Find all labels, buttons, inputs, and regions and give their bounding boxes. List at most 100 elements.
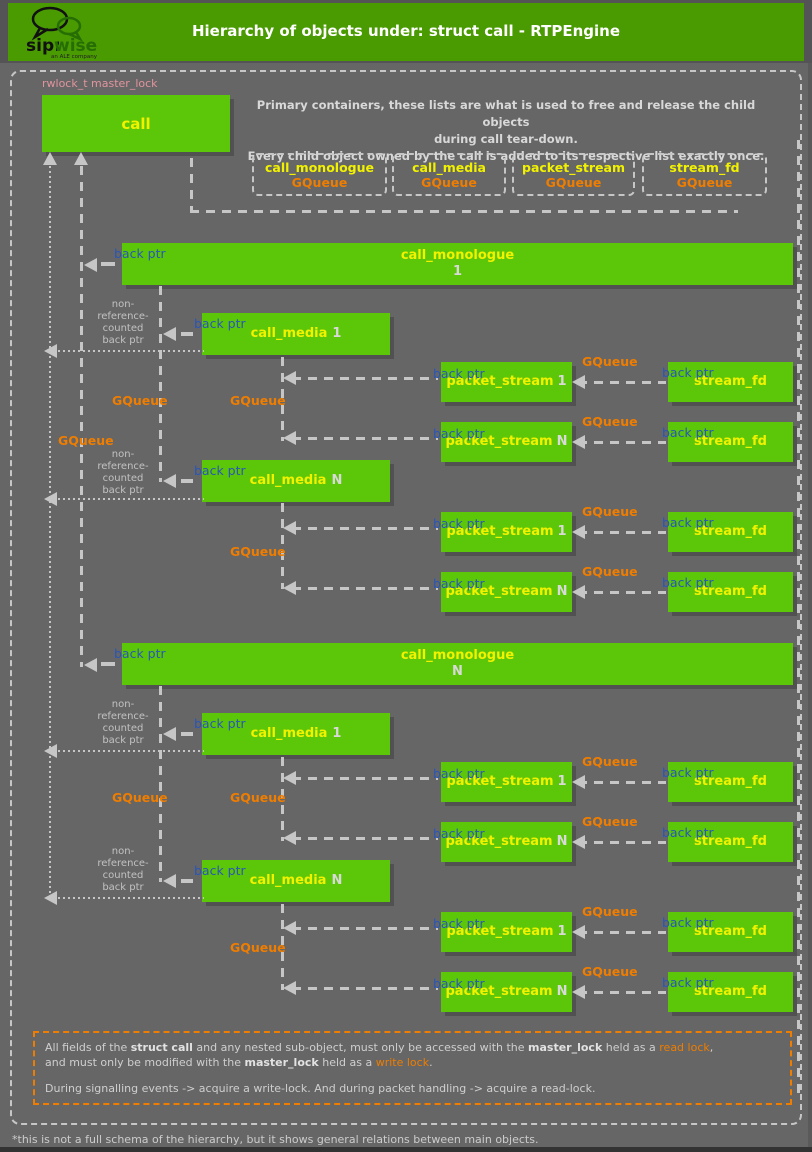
queue-name: stream_fd <box>669 159 740 175</box>
stream-fd-node: stream_fd <box>668 572 793 612</box>
packet-stream-1-node: packet_stream 1 <box>441 912 572 952</box>
back-ptr-label: back ptr <box>662 575 714 590</box>
gqueue-label: GQueue <box>582 964 638 979</box>
node-label: call_media <box>250 326 328 341</box>
intro-line-3: Every child object owned by the call is … <box>247 149 765 163</box>
back-ptr-label: back ptr <box>433 516 485 531</box>
back-ptr-label: back ptr <box>662 975 714 990</box>
queue-container-call-monologue: call_monologue GQueue <box>252 153 387 196</box>
back-ptr-arrow-icon <box>283 831 296 845</box>
back-ptr-label: back ptr <box>433 366 485 381</box>
note-line-1: All fields of the struct call and any ne… <box>45 1041 714 1054</box>
queue-type: GQueue <box>421 174 477 190</box>
stream-fd-node: stream_fd <box>668 912 793 952</box>
back-ptr-arrow-icon <box>163 727 176 741</box>
logo-sip-text: sip: <box>26 36 61 56</box>
nonref-backptr-line <box>58 350 204 352</box>
call-monologue-n-node: call_monologue N <box>122 643 793 685</box>
logo-wise-text: wise <box>54 36 97 56</box>
gqueue-label: GQueue <box>582 414 638 429</box>
gqueue-label: GQueue <box>230 544 286 559</box>
queue-container-stream-fd: stream_fd GQueue <box>642 153 767 196</box>
gqueue-label: GQueue <box>112 790 168 805</box>
gqueue-label: GQueue <box>582 564 638 579</box>
page-title: Hierarchy of objects under: struct call … <box>191 22 621 40</box>
back-ptr-label: back ptr <box>662 825 714 840</box>
back-ptr-arrow-icon <box>572 525 585 539</box>
back-ptr-arrow-icon <box>572 775 585 789</box>
queue-name: call_monologue <box>265 159 374 175</box>
gqueue-label: GQueue <box>58 433 114 448</box>
packetstream-branch-line <box>292 987 438 990</box>
packet-stream-1-node: packet_stream 1 <box>441 762 572 802</box>
stream-fd-node: stream_fd <box>668 422 793 462</box>
streamfd-gqueue-line <box>578 931 666 934</box>
back-ptr-arrow-icon <box>283 521 296 535</box>
call-monologue-1-node: call_monologue 1 <box>122 243 793 285</box>
back-ptr-dash <box>101 262 115 266</box>
master-lock-label: rwlock_t master_lock <box>42 77 158 90</box>
back-ptr-arrow-icon <box>283 981 296 995</box>
stream-fd-node: stream_fd <box>668 822 793 862</box>
back-ptr-label: back ptr <box>662 515 714 530</box>
bubble-tail-icon <box>31 27 49 41</box>
intro-line-2: during call tear-down. <box>434 132 578 146</box>
call-node-label: call <box>121 114 151 133</box>
queue-name: packet_stream <box>522 159 625 175</box>
streamfd-gqueue-line <box>578 381 666 384</box>
back-ptr-arrow-icon <box>163 327 176 341</box>
nonref-arrow-icon <box>44 492 57 506</box>
media-packetstream-gqueue-line <box>281 757 284 841</box>
call-node: call <box>42 95 230 152</box>
nonref-backptr-label: non-reference-counted back ptr <box>97 846 149 893</box>
back-ptr-arrow-icon <box>572 435 585 449</box>
queue-container-packet-stream: packet_stream GQueue <box>512 153 635 196</box>
streamfd-gqueue-line <box>578 591 666 594</box>
gqueue-label: GQueue <box>582 754 638 769</box>
back-ptr-arrow-icon <box>84 658 97 672</box>
call-media-1-node: call_media 1 <box>202 313 390 355</box>
back-ptr-label: back ptr <box>114 246 166 261</box>
queue-type: GQueue <box>545 174 602 190</box>
lock-note-box: All fields of the struct call and any ne… <box>33 1031 792 1105</box>
containers-bus-line <box>190 210 738 213</box>
stream-fd-node: stream_fd <box>668 362 793 402</box>
back-ptr-arrow-icon <box>572 985 585 999</box>
streamfd-gqueue-line <box>578 841 666 844</box>
node-index: 1 <box>332 326 342 341</box>
packetstream-branch-line <box>292 377 438 380</box>
packetstream-branch-line <box>292 777 438 780</box>
back-ptr-label: back ptr <box>433 916 485 931</box>
queue-container-call-media: call_media GQueue <box>392 153 506 196</box>
footer-note: *this is not a full schema of the hierar… <box>12 1133 539 1146</box>
gqueue-label: GQueue <box>582 814 638 829</box>
back-ptr-label: back ptr <box>194 716 246 731</box>
queue-type: GQueue <box>676 174 733 190</box>
nonref-backptr-line <box>58 498 204 500</box>
back-ptr-arrow-icon <box>572 835 585 849</box>
nonref-backptr-label: non-reference-counted back ptr <box>97 299 149 346</box>
queue-type: GQueue <box>291 174 348 190</box>
back-ptr-arrow-icon <box>572 585 585 599</box>
packet-stream-n-node: packet_stream N <box>441 422 572 462</box>
packet-stream-1-node: packet_stream 1 <box>441 362 572 402</box>
back-ptr-arrow-icon <box>283 371 296 385</box>
packet-stream-n-node: packet_stream N <box>441 822 572 862</box>
right-edge <box>808 63 812 1152</box>
streamfd-gqueue-line <box>578 781 666 784</box>
monologueN-media-gqueue-line <box>159 686 162 882</box>
node-index: N <box>452 664 463 679</box>
back-ptr-dash <box>181 879 193 883</box>
nonref-backptr-label: non-reference-counted back ptr <box>97 699 149 746</box>
node-label: call_monologue <box>400 648 515 663</box>
gqueue-label: GQueue <box>230 790 286 805</box>
gqueue-label: GQueue <box>230 940 286 955</box>
call-media-n-node: call_media N <box>202 860 390 902</box>
nonref-backptr-line <box>58 750 204 752</box>
back-ptr-label: back ptr <box>662 915 714 930</box>
nonref-backptr-bus-line <box>49 166 51 901</box>
back-ptr-arrow-icon <box>572 375 585 389</box>
nonref-arrow-icon <box>44 891 57 905</box>
intro-line-1: Primary containers, these lists are what… <box>256 98 756 129</box>
